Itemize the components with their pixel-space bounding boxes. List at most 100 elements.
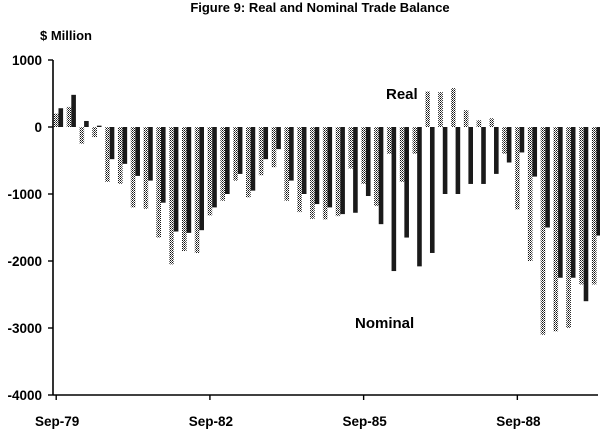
real-bar <box>540 127 546 335</box>
real-bar <box>297 127 302 213</box>
nominal-bar <box>96 125 102 127</box>
nominal-bar <box>199 127 204 231</box>
real-bar <box>271 127 277 168</box>
real-bar <box>207 127 213 216</box>
nominal-bar <box>186 127 192 233</box>
nominal-bar <box>404 127 409 238</box>
real-bar <box>553 127 559 332</box>
nominal-bar <box>391 127 397 272</box>
nominal-bar <box>378 127 384 225</box>
nominal-bar <box>122 127 128 164</box>
nominal-bar <box>160 127 166 203</box>
real-bar <box>591 127 597 285</box>
nominal-bar <box>135 127 140 176</box>
real-bar <box>143 127 149 209</box>
real-bar <box>233 127 238 181</box>
real-bar <box>258 127 264 176</box>
nominal-bar <box>58 108 64 127</box>
real-bar <box>515 127 520 210</box>
nominal-bar <box>481 127 486 184</box>
nominal-bar <box>289 127 294 181</box>
nominal-bar <box>596 127 600 236</box>
real-bar <box>361 127 366 184</box>
x-tick-label: Sep-88 <box>496 414 541 429</box>
x-tick-label: Sep-79 <box>35 414 79 429</box>
nominal-bar <box>506 127 512 163</box>
nominal-bar <box>455 127 461 194</box>
real-bar <box>579 127 584 285</box>
real-bar <box>566 127 571 328</box>
chart-title: Figure 9: Real and Nominal Trade Balance <box>190 0 449 15</box>
real-bar <box>246 127 251 198</box>
x-tick-label: Sep-85 <box>342 414 387 429</box>
real-bar <box>438 92 443 127</box>
nominal-bar <box>263 127 269 160</box>
real-bar <box>310 127 315 219</box>
nominal-bar <box>301 127 307 194</box>
real-bar <box>425 91 430 127</box>
real-bar <box>527 127 533 261</box>
real-bar <box>169 127 174 265</box>
real-bar <box>476 120 482 127</box>
real-bar <box>412 127 418 154</box>
nominal-bar <box>442 127 448 194</box>
nominal-bar <box>558 127 563 278</box>
real-bar <box>117 127 123 184</box>
nominal-bar <box>109 127 115 160</box>
real-bar <box>322 127 328 220</box>
real-bar <box>130 127 136 208</box>
y-tick-label: 1000 <box>12 53 42 68</box>
real-bar <box>53 113 59 127</box>
y-axis: 1000 0 -1000 -2000 -3000 -4000 <box>7 53 53 403</box>
real-bar <box>374 127 379 207</box>
nominal-bar <box>353 127 358 213</box>
real-bar <box>489 118 495 127</box>
real-bar <box>92 127 97 138</box>
y-tick-label: 0 <box>34 120 42 135</box>
real-bar <box>463 110 469 127</box>
real-bar <box>105 127 110 182</box>
nominal-bar <box>519 127 525 153</box>
real-bar <box>399 127 405 182</box>
real-bar <box>156 127 161 238</box>
nominal-bar <box>276 127 281 150</box>
nominal-bar <box>417 127 422 267</box>
nominal-bar <box>327 127 333 208</box>
nominal-bar <box>148 127 153 181</box>
nominal-bar <box>212 127 217 208</box>
x-tick-label: Sep-82 <box>189 414 233 429</box>
real-bar <box>79 127 85 144</box>
real-bar <box>194 127 200 253</box>
y-tick-label: -2000 <box>7 254 42 269</box>
nominal-bar <box>532 127 538 177</box>
nominal-bar <box>429 127 435 253</box>
nominal-bar <box>583 127 589 302</box>
real-bar <box>182 127 187 251</box>
y-axis-unit-label: $ Million <box>40 28 92 43</box>
nominal-bar <box>365 127 371 197</box>
real-bar <box>335 127 341 217</box>
nominal-bar <box>250 127 256 191</box>
real-bar <box>284 127 290 201</box>
nominal-bar <box>340 127 345 215</box>
nominal-bar <box>468 127 473 184</box>
y-tick-label: -1000 <box>7 187 42 202</box>
nominal-series-label: Nominal <box>355 315 414 332</box>
nominal-bar <box>84 120 89 127</box>
nominal-bar <box>173 127 179 232</box>
y-tick-label: -4000 <box>7 388 42 403</box>
real-bar <box>66 106 72 127</box>
real-series-label: Real <box>386 86 418 103</box>
real-bar <box>386 127 392 154</box>
nominal-bar <box>494 127 499 174</box>
nominal-bar <box>314 127 320 205</box>
nominal-bar <box>570 127 576 278</box>
real-bar <box>348 127 354 169</box>
bar-series-group <box>53 88 600 335</box>
real-bar <box>502 127 507 154</box>
nominal-bar <box>225 127 230 194</box>
nominal-bar <box>237 127 243 174</box>
nominal-bar <box>71 94 76 127</box>
real-bar <box>451 88 456 127</box>
